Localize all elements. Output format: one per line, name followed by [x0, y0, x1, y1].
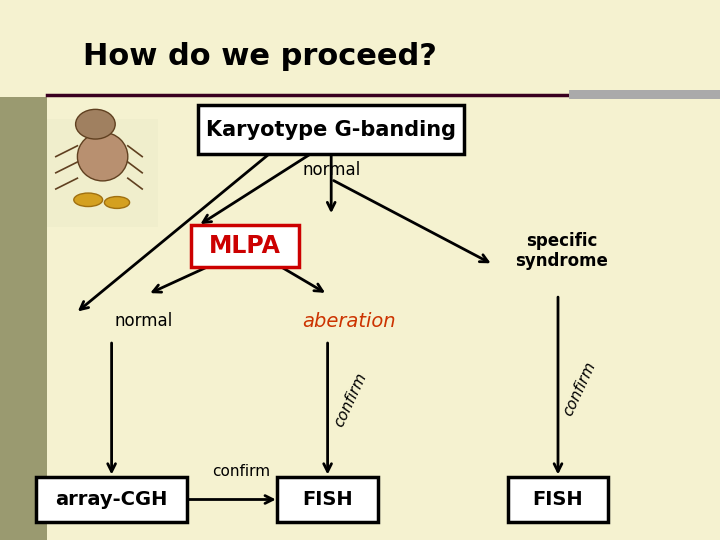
- Ellipse shape: [73, 193, 103, 207]
- Text: FISH: FISH: [302, 490, 353, 509]
- Text: confirm: confirm: [212, 464, 270, 480]
- FancyBboxPatch shape: [508, 477, 608, 523]
- Ellipse shape: [104, 197, 130, 208]
- Text: FISH: FISH: [533, 490, 583, 509]
- FancyBboxPatch shape: [36, 477, 187, 523]
- FancyBboxPatch shape: [198, 105, 464, 154]
- FancyBboxPatch shape: [191, 225, 299, 267]
- Text: confirm: confirm: [561, 359, 598, 418]
- Bar: [0, 97, 47, 540]
- Text: confirm: confirm: [332, 370, 369, 429]
- Text: specific
syndrome: specific syndrome: [516, 232, 608, 271]
- Ellipse shape: [78, 132, 128, 181]
- Text: MLPA: MLPA: [209, 234, 281, 258]
- Text: Karyotype G-banding: Karyotype G-banding: [206, 119, 456, 140]
- Text: normal: normal: [302, 161, 360, 179]
- Bar: [569, 90, 720, 99]
- Ellipse shape: [76, 109, 115, 139]
- Text: aberation: aberation: [302, 312, 396, 331]
- FancyBboxPatch shape: [277, 477, 378, 523]
- Bar: [47, 119, 158, 227]
- Text: array-CGH: array-CGH: [55, 490, 168, 509]
- Text: normal: normal: [115, 312, 173, 330]
- Text: How do we proceed?: How do we proceed?: [83, 42, 436, 71]
